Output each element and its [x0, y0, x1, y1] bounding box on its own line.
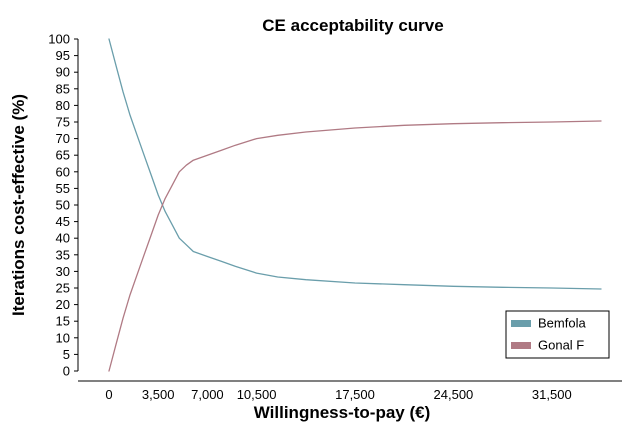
y-tick-label: 90: [56, 65, 70, 80]
legend-box: [505, 310, 610, 359]
legend-swatch: [511, 320, 531, 327]
x-tick-label: 31,500: [532, 387, 572, 402]
legend: Bemfola Gonal F: [505, 310, 610, 359]
y-tick-label: 10: [56, 330, 70, 345]
x-tick-label: 7,000: [191, 387, 224, 402]
y-tick-label: 100: [48, 32, 70, 47]
legend-swatch: [511, 342, 531, 349]
y-tick-label: 25: [56, 281, 70, 296]
y-tick-label: 80: [56, 98, 70, 113]
x-tick-label: 0: [105, 387, 112, 402]
series-line-bemfola: [108, 38, 602, 290]
legend-label: Bemfola: [538, 316, 586, 331]
series-line-gonal-f: [108, 120, 602, 372]
y-tick-label: 30: [56, 264, 70, 279]
y-tick-label: 95: [56, 48, 70, 63]
y-tick-label: 50: [56, 198, 70, 213]
y-tick-label: 60: [56, 164, 70, 179]
x-tick-label: 24,500: [434, 387, 474, 402]
y-tick-label: 15: [56, 314, 70, 329]
y-tick-label: 40: [56, 231, 70, 246]
y-tick-label: 55: [56, 181, 70, 196]
y-tick-label: 35: [56, 247, 70, 262]
y-tick-label: 5: [63, 347, 70, 362]
y-tick-label: 75: [56, 115, 70, 130]
x-tick-label: 3,500: [142, 387, 175, 402]
y-tick-label: 0: [63, 364, 70, 379]
x-tick-label: 17,500: [335, 387, 375, 402]
y-tick-label: 70: [56, 131, 70, 146]
x-tick-label: 10,500: [237, 387, 277, 402]
chart-title: CE acceptability curve: [262, 16, 443, 35]
y-tick-label: 45: [56, 214, 70, 229]
legend-label: Gonal F: [538, 338, 584, 353]
y-tick-label: 65: [56, 148, 70, 163]
y-tick-label: 85: [56, 81, 70, 96]
x-axis: 0 3,500 7,000 10,500 17,500 24,500 31,500: [78, 380, 622, 402]
x-axis-title: Willingness-to-pay (€): [254, 403, 430, 422]
y-tick-label: 20: [56, 297, 70, 312]
y-axis-title: Iterations cost-effective (%): [9, 94, 28, 316]
series-lines: [108, 38, 602, 372]
